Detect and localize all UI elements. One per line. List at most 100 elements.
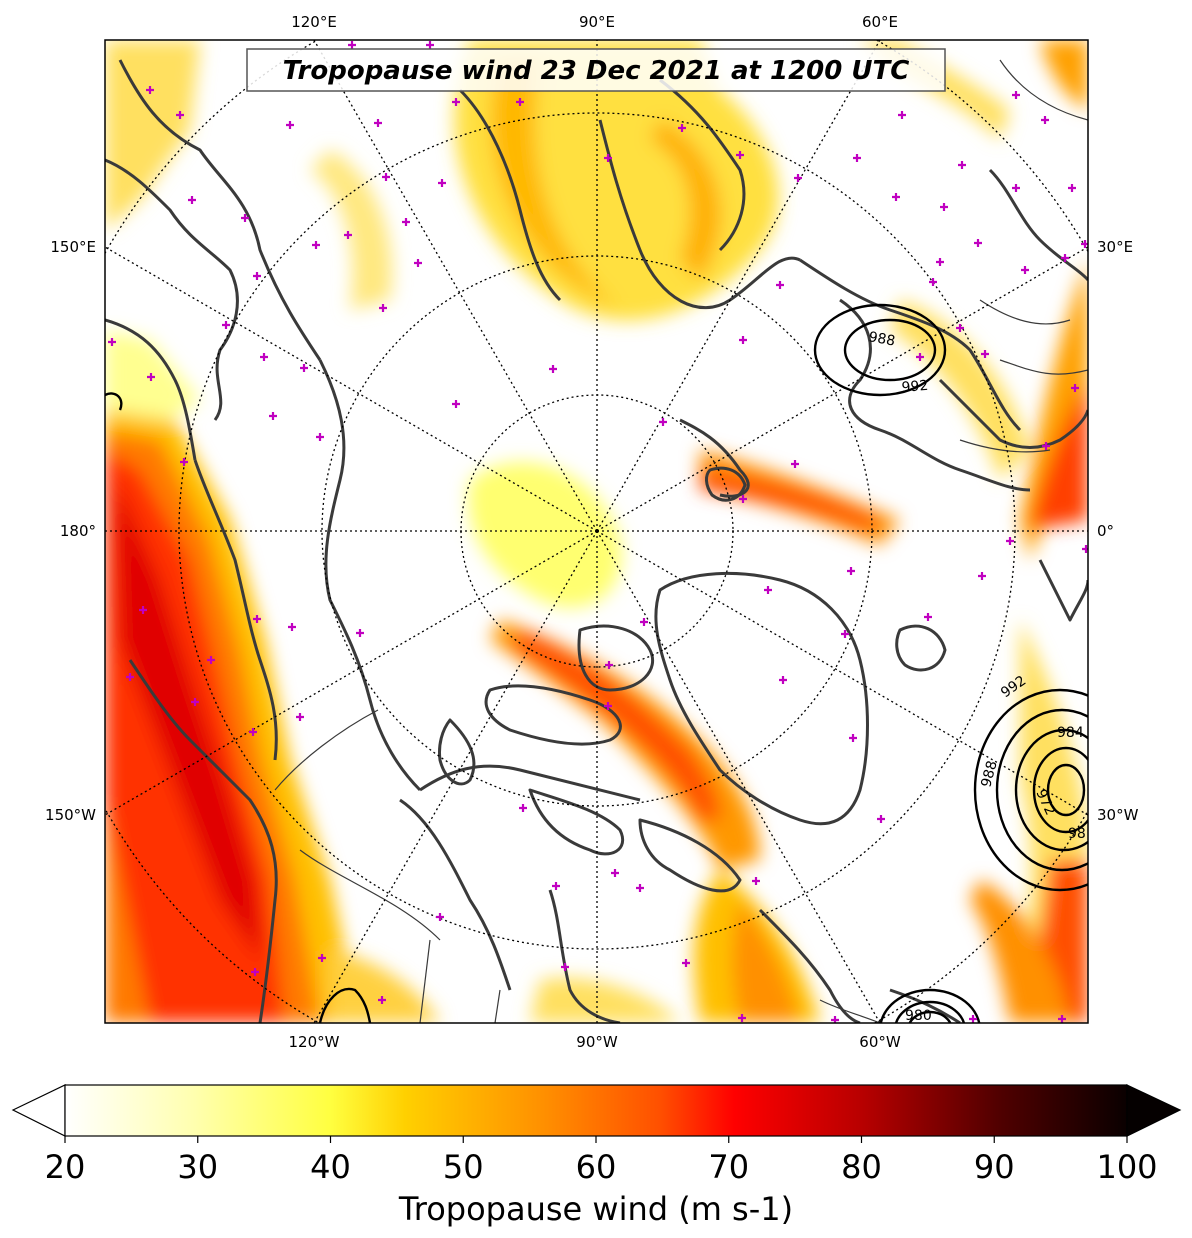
station-marker xyxy=(1006,537,1014,545)
station-marker xyxy=(849,734,857,742)
colorbar-extend-min xyxy=(11,1084,66,1137)
station-marker xyxy=(738,1014,746,1022)
station-marker xyxy=(426,41,434,49)
station-marker xyxy=(249,728,257,736)
colorbar-tick-label: 20 xyxy=(45,1148,86,1186)
station-marker xyxy=(739,495,747,503)
station-marker xyxy=(841,630,849,638)
station-marker xyxy=(286,121,294,129)
station-marker xyxy=(736,151,744,159)
top-lon-label-90e: 90°E xyxy=(579,13,615,31)
map-frame xyxy=(104,39,1089,1024)
station-marker xyxy=(552,882,560,890)
station-marker xyxy=(682,959,690,967)
title-box xyxy=(246,48,946,92)
station-marker xyxy=(604,154,612,162)
station-marker xyxy=(378,996,386,1004)
station-marker xyxy=(678,124,686,132)
colorbar: 20 30 40 50 60 70 80 90 100 Tropopause wind (m s… xyxy=(11,1084,1182,1228)
station-marker xyxy=(516,98,524,106)
station-markers xyxy=(108,41,1088,1023)
station-marker xyxy=(791,460,799,468)
station-marker xyxy=(924,613,932,621)
station-marker xyxy=(981,350,989,358)
station-marker xyxy=(300,364,308,372)
station-marker xyxy=(108,338,116,346)
station-marker xyxy=(853,154,861,162)
station-marker xyxy=(452,400,460,408)
contour-label-988-a: 988 xyxy=(867,329,896,349)
station-marker xyxy=(969,1015,977,1023)
station-marker xyxy=(605,661,613,669)
contour-label-980: 980 xyxy=(905,1008,932,1024)
bottom-lon-label-90w: 90°W xyxy=(576,1033,618,1051)
station-marker xyxy=(253,272,261,280)
station-marker xyxy=(356,629,364,637)
station-marker xyxy=(1012,91,1020,99)
station-marker xyxy=(978,572,986,580)
station-marker xyxy=(776,281,784,289)
station-marker xyxy=(549,365,557,373)
station-marker xyxy=(379,304,387,312)
contour-label-984: 984 xyxy=(1057,725,1084,741)
station-marker xyxy=(251,968,259,976)
contour-label-992-a: 992 xyxy=(901,378,929,396)
station-marker xyxy=(974,239,982,247)
station-marker xyxy=(1021,266,1029,274)
top-lon-label-60e: 60°E xyxy=(862,13,898,31)
station-marker xyxy=(956,324,964,332)
station-marker xyxy=(1042,442,1050,450)
station-marker xyxy=(436,913,444,921)
colorbar-tick-label: 50 xyxy=(443,1148,484,1186)
bottom-lon-label-120w: 120°W xyxy=(289,1033,340,1051)
station-marker xyxy=(253,615,261,623)
station-marker xyxy=(180,458,188,466)
map-panel: 988 992 992 984 988 972 98 980 Tropopaus… xyxy=(104,39,1089,1024)
station-marker xyxy=(241,214,249,222)
station-marker xyxy=(877,815,885,823)
left-lon-label-150w: 150°W xyxy=(45,806,96,824)
station-marker xyxy=(316,433,324,441)
station-marker xyxy=(382,173,390,181)
station-marker xyxy=(1041,116,1049,124)
station-marker xyxy=(659,418,667,426)
station-marker xyxy=(188,196,196,204)
coastlines xyxy=(105,59,1088,1023)
station-marker xyxy=(288,623,296,631)
right-lon-label-0: 0° xyxy=(1097,522,1114,540)
pressure-contours xyxy=(105,303,1088,1023)
wind-field xyxy=(105,40,1088,1023)
station-marker xyxy=(892,193,900,201)
station-marker xyxy=(348,41,356,49)
station-marker xyxy=(1061,254,1069,262)
station-marker xyxy=(191,698,199,706)
station-marker xyxy=(739,336,747,344)
colorbar-label: Tropopause wind (m s-1) xyxy=(398,1190,793,1228)
longitude-labels: 120°E 90°E 60°E 120°W 90°W 60°W 150°E 18… xyxy=(45,13,1139,1051)
station-marker xyxy=(898,111,906,119)
station-marker xyxy=(519,804,527,812)
station-marker xyxy=(561,963,569,971)
contour-label-98: 98 xyxy=(1068,826,1086,842)
station-marker xyxy=(794,174,802,182)
station-marker xyxy=(222,321,230,329)
borders xyxy=(274,59,1088,1023)
colorbar-tick-label: 100 xyxy=(1096,1148,1157,1186)
station-marker xyxy=(374,119,382,127)
station-marker xyxy=(414,259,422,267)
station-marker xyxy=(147,373,155,381)
station-marker xyxy=(929,278,937,286)
colorbar-tick-label: 70 xyxy=(708,1148,749,1186)
colorbar-tick-label: 30 xyxy=(177,1148,218,1186)
station-marker xyxy=(779,676,787,684)
contour-label-988-b: 988 xyxy=(978,759,1000,789)
station-marker xyxy=(318,954,326,962)
station-marker xyxy=(1068,184,1076,192)
station-marker xyxy=(296,713,304,721)
station-marker xyxy=(438,179,446,187)
station-marker xyxy=(1058,1015,1066,1023)
station-marker xyxy=(847,567,855,575)
right-lon-label-30w: 30°W xyxy=(1097,806,1139,824)
station-marker xyxy=(452,98,460,106)
station-marker xyxy=(636,884,644,892)
